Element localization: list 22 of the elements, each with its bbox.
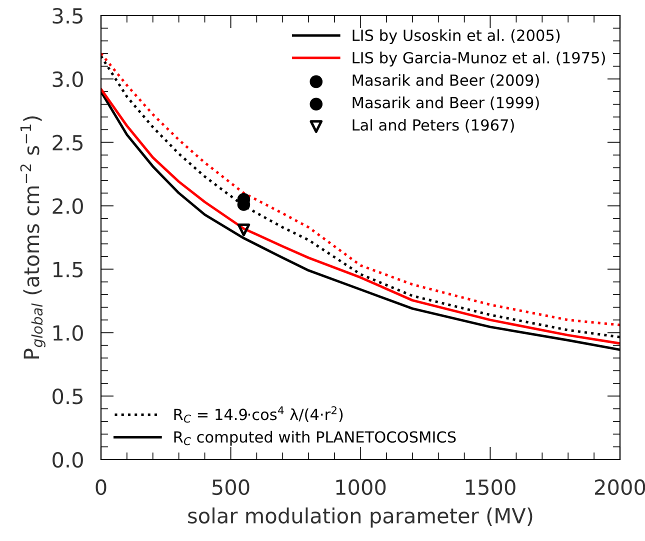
legend-label: Masarik and Beer (1999): [352, 96, 539, 110]
legend-label: LIS by Usoskin et al. (2005): [352, 29, 560, 44]
x-axis-title: solar modulation parameter (MV): [188, 507, 532, 528]
y-tick-label: 1.5: [53, 262, 83, 278]
y-tick-label: 3.5: [52, 8, 83, 24]
legend-label: Lal and Peters (1967): [352, 118, 514, 133]
x-tick-label: 0: [96, 479, 106, 496]
annotation: R$_{C}$ computed with PLANETOCOSMICS: [174, 430, 456, 446]
y-tick-label: 1.0: [53, 325, 83, 341]
legend-label: R$_{C}$ = 14.9·cos$^{4}$ λ/(4·r$^{2}$): [174, 406, 343, 423]
y-tick-label: 0.5: [52, 388, 83, 404]
legend-label: Masarik and Beer (2009): [352, 74, 539, 88]
y-axis-title: P$_{global}$ (atoms cm$^{−2}$ s$^{−1}$): [20, 116, 46, 358]
legend-label: LIS by Garcia-Munoz et al. (1975): [352, 52, 605, 66]
y-tick-label: 2.5: [52, 134, 83, 151]
y-tick-label: 3.0: [52, 71, 83, 88]
x-tick-label: 500: [212, 479, 250, 496]
y-tick-label: 0.0: [52, 452, 83, 468]
x-tick-label: 2000: [595, 479, 645, 496]
x-tick-label: 1500: [466, 479, 516, 496]
y-tick-label: 2.0: [52, 198, 83, 214]
x-tick-label: 1000: [336, 479, 386, 496]
